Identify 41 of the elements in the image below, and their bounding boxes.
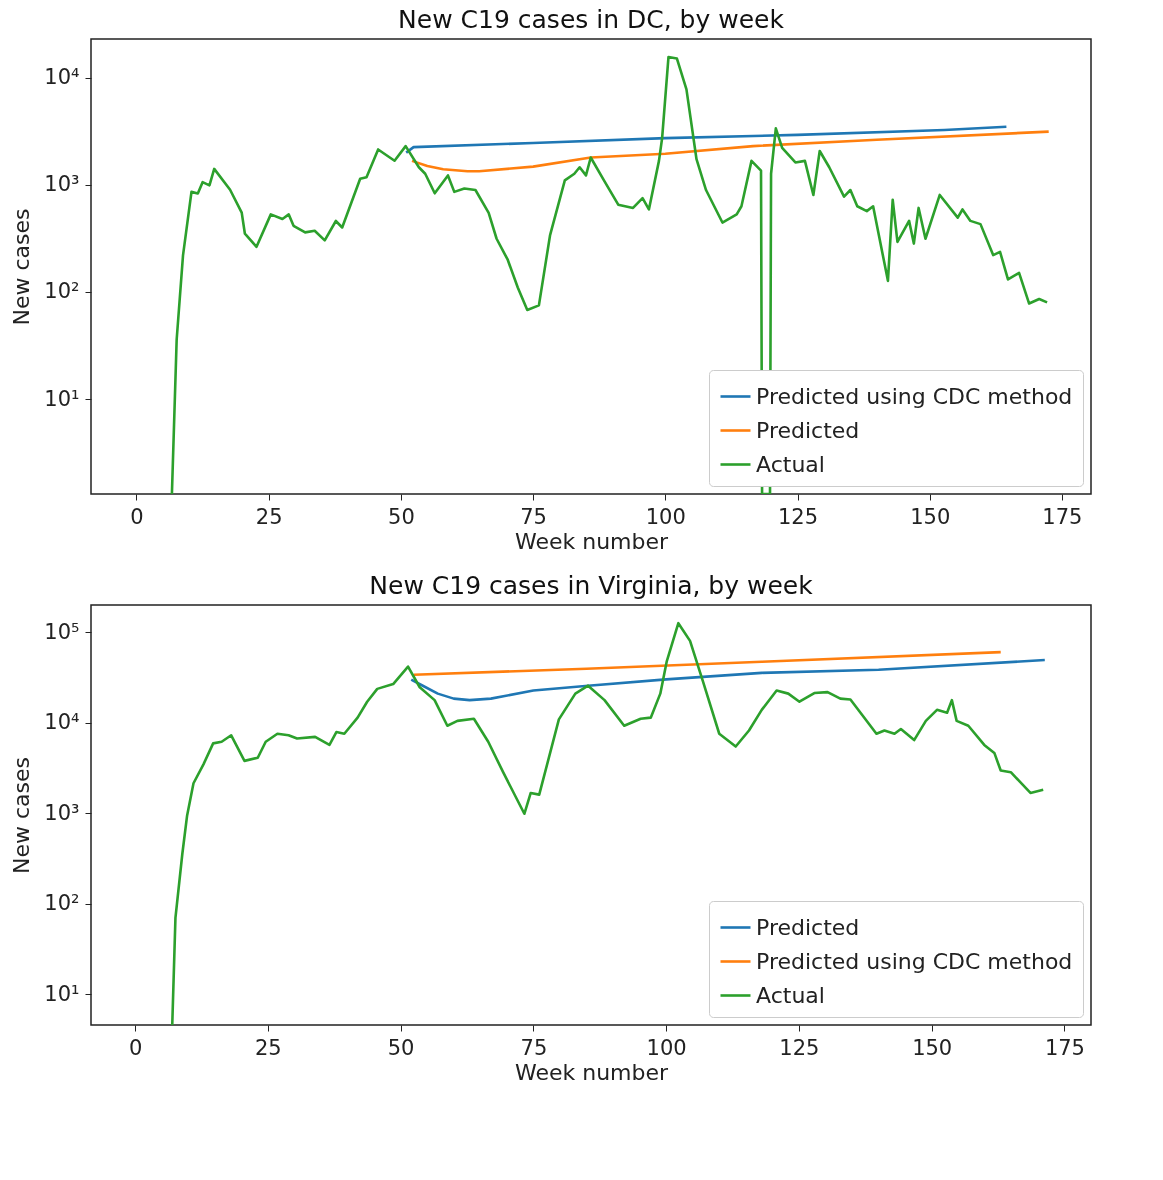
y-tick-label: 10¹	[44, 981, 80, 1006]
x-tick-label: 75	[520, 504, 547, 529]
legend-label: Actual	[756, 982, 825, 1008]
x-tick-label: 50	[388, 504, 415, 529]
legend-label: Predicted using CDC method	[756, 383, 1073, 409]
y-axis-title: New cases	[9, 208, 35, 326]
legend-label: Predicted	[756, 914, 860, 940]
y-tick-label: 10²	[44, 891, 80, 916]
chart-title: New C19 cases in DC, by week	[398, 5, 785, 34]
x-tick-label: 0	[128, 1035, 143, 1060]
y-tick-label: 10⁵	[44, 619, 80, 644]
legend-label: Predicted using CDC method	[756, 948, 1073, 974]
x-tick-label: 25	[255, 504, 283, 529]
x-tick-label: 150	[912, 1035, 953, 1060]
y-tick-label: 10²	[44, 279, 80, 304]
line-series	[410, 130, 1050, 173]
y-tick-label: 10¹	[44, 386, 80, 411]
x-tick-label: 25	[254, 1035, 282, 1060]
x-tick-label: 100	[645, 504, 686, 529]
line-series	[404, 125, 1008, 154]
y-tick-label: 10³	[44, 172, 80, 197]
legend-label: Actual	[756, 451, 825, 477]
chart-title: New C19 cases in Virginia, by week	[369, 571, 814, 600]
line-series	[412, 650, 1003, 676]
x-axis-title: Week number	[514, 1059, 670, 1085]
x-tick-label: 125	[779, 1035, 820, 1060]
x-tick-label: 175	[1044, 1035, 1085, 1060]
x-tick-label: 125	[777, 504, 819, 529]
x-tick-label: 175	[1042, 504, 1083, 529]
line-series	[409, 658, 1047, 702]
y-axis-title: New cases	[9, 756, 35, 875]
x-axis-title: Week number	[514, 528, 670, 554]
x-tick-label: 150	[910, 504, 951, 529]
x-tick-label: 100	[646, 1035, 687, 1060]
x-tick-label: 75	[520, 1035, 548, 1060]
y-tick-label: 10⁴	[44, 710, 80, 735]
x-tick-label: 0	[130, 504, 144, 529]
y-tick-label: 10³	[44, 800, 80, 825]
y-tick-label: 10⁴	[44, 65, 80, 90]
x-tick-label: 50	[387, 1035, 415, 1060]
legend-label: Predicted	[756, 417, 860, 443]
